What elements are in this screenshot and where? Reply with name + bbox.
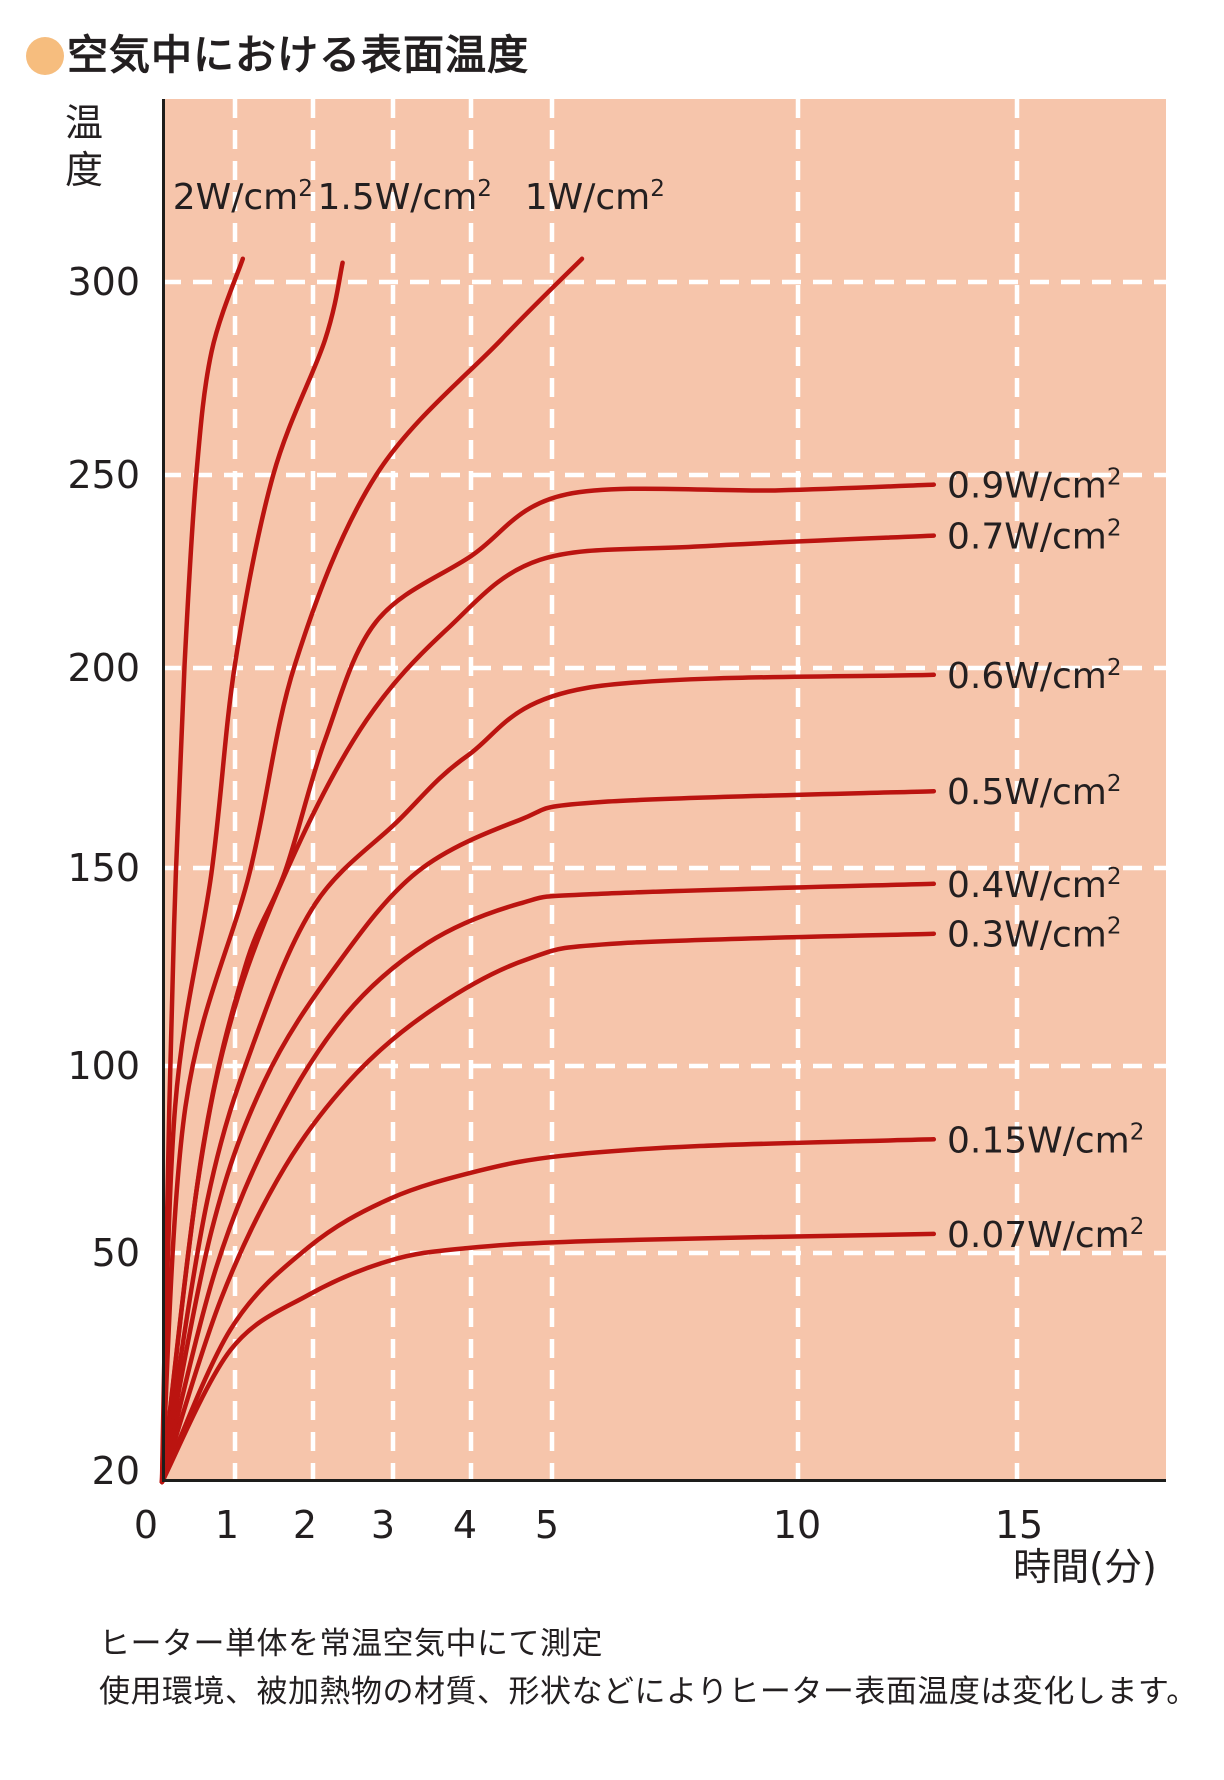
footnote-measurement-condition: ヒーター単体を常温空気中にて測定	[99, 1626, 603, 1662]
x-tick-0: 0	[134, 1503, 158, 1547]
y-tick-150: 150	[67, 846, 140, 890]
page-title: 空気中における表面温度	[67, 31, 529, 79]
curve-0.4W/cm²	[159, 881, 937, 1485]
curve-label-0.4W/cm²: 0.4W/cm2	[947, 864, 1121, 906]
curve-1.5W/cm²	[159, 260, 345, 1485]
y-tick-100: 100	[67, 1044, 140, 1088]
x-tick-4: 4	[453, 1503, 477, 1547]
x-tick-labels: 0 1 2 3 4 5 10 15	[134, 1503, 1043, 1547]
curve-label-0.07W/cm²: 0.07W/cm2	[947, 1214, 1144, 1256]
curve-label-2W/cm²: 2W/cm2	[173, 176, 313, 218]
y-axis-title: 温度	[65, 101, 103, 192]
curve-0.3W/cm²	[159, 931, 937, 1485]
footnote-disclaimer: 使用環境、被加熱物の材質、形状などによりヒーター表面温度は変化します。	[99, 1674, 1198, 1710]
section-header: 空気中における表面温度	[26, 31, 529, 79]
curve-0.7W/cm²	[159, 533, 937, 1485]
x-tick-1: 1	[215, 1503, 239, 1547]
curve-label-0.7W/cm²: 0.7W/cm2	[947, 516, 1121, 558]
y-tick-labels: 20 50 100 150 200 250 300	[67, 260, 140, 1493]
curve-label-0.15W/cm²: 0.15W/cm2	[947, 1119, 1144, 1161]
x-tick-10: 10	[773, 1503, 821, 1547]
curve-0.07W/cm²	[159, 1231, 937, 1485]
axes	[162, 99, 1166, 1482]
series-curves	[159, 256, 937, 1485]
x-axis-title: 時間(分)	[1013, 1545, 1157, 1589]
x-tick-5: 5	[535, 1503, 559, 1547]
section-bullet-icon	[26, 36, 64, 75]
temperature-time-chart: 2W/cm2 1.5W/cm2 1W/cm2 0.9W/cm2 0.7W/cm2 0.6W…	[65, 99, 1166, 1589]
y-tick-20: 20	[92, 1449, 140, 1493]
x-tick-2: 2	[293, 1503, 317, 1547]
curve-label-0.5W/cm²: 0.5W/cm2	[947, 771, 1121, 813]
y-tick-200: 200	[67, 646, 140, 690]
curve-2W/cm²	[159, 256, 246, 1485]
y-tick-50: 50	[92, 1231, 140, 1275]
curve-1W/cm²	[159, 256, 585, 1485]
x-tick-15: 15	[995, 1503, 1043, 1547]
y-tick-250: 250	[67, 453, 140, 497]
curve-label-0.3W/cm²: 0.3W/cm2	[947, 914, 1121, 956]
curve-labels: 2W/cm2 1.5W/cm2 1W/cm2 0.9W/cm2 0.7W/cm2 0.6W…	[173, 176, 1145, 1256]
curve-label-0.9W/cm²: 0.9W/cm2	[947, 465, 1121, 507]
gridlines	[162, 99, 1166, 1482]
curve-0.6W/cm²	[159, 672, 937, 1485]
curve-0.15W/cm²	[159, 1137, 937, 1485]
y-tick-300: 300	[67, 260, 140, 304]
x-tick-3: 3	[371, 1503, 395, 1547]
curve-label-1.5W/cm²: 1.5W/cm2	[317, 176, 491, 218]
curve-0.5W/cm²	[159, 788, 937, 1485]
curve-label-1W/cm²: 1W/cm2	[525, 176, 665, 218]
curve-label-0.6W/cm²: 0.6W/cm2	[947, 655, 1121, 697]
